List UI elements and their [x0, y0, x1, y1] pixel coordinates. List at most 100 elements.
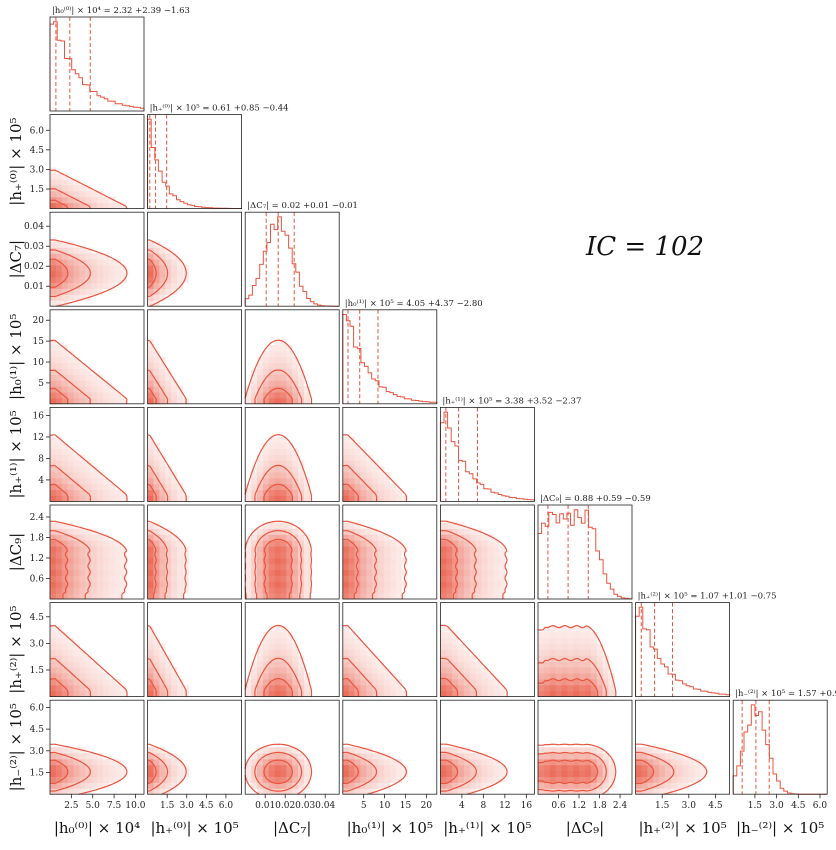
- density-cell: [55, 436, 63, 444]
- density-cell: [579, 753, 586, 760]
- density-cell: [446, 673, 453, 680]
- density-cell: [354, 637, 361, 645]
- contour-line: [147, 249, 169, 298]
- density-cell: [61, 466, 69, 473]
- density-cell: [50, 483, 57, 491]
- density-cell: [549, 684, 557, 692]
- density-cell: [274, 637, 281, 645]
- density-cell: [108, 540, 116, 547]
- density-cell: [579, 776, 586, 783]
- contour-line: [147, 258, 157, 288]
- density-cell: [153, 552, 160, 559]
- density-cell: [469, 575, 477, 582]
- density-cell: [50, 546, 57, 553]
- density-cell: [378, 495, 385, 502]
- density-cell: [493, 593, 500, 600]
- density-cell: [354, 540, 361, 547]
- density-cell: [487, 776, 494, 783]
- density-cell: [543, 678, 551, 686]
- density-cell: [292, 758, 299, 766]
- density-cell: [561, 643, 568, 650]
- density-cell: [102, 540, 110, 547]
- x-axis-label: |h₊⁽¹⁾| × 10⁵: [443, 819, 531, 837]
- density-cell: [561, 667, 568, 674]
- density-cell: [147, 643, 154, 650]
- density-cell: [73, 690, 80, 697]
- density-cell: [348, 442, 355, 449]
- x-tick-label: 12: [499, 801, 510, 811]
- density-cell: [251, 392, 258, 399]
- density-cell: [268, 477, 275, 485]
- density-cell: [274, 495, 281, 502]
- density-cell: [245, 587, 252, 594]
- density-cell: [383, 593, 391, 600]
- density-cell: [165, 270, 172, 278]
- density-cell: [108, 495, 116, 502]
- density-cell: [245, 483, 252, 491]
- density-cell: [268, 581, 275, 588]
- density-cell: [268, 575, 275, 582]
- density-cell: [55, 684, 63, 692]
- density-cell: [55, 655, 63, 662]
- density-cell: [493, 575, 500, 582]
- density-cell: [378, 593, 385, 600]
- density-cell: [165, 753, 172, 760]
- density-cell: [85, 392, 92, 399]
- density-cell: [153, 678, 160, 686]
- density-cell: [61, 259, 69, 266]
- density-cell: [280, 770, 287, 777]
- density-cell: [596, 661, 604, 668]
- density-cell: [590, 667, 598, 674]
- density-cell: [342, 758, 350, 766]
- density-cell: [469, 661, 477, 668]
- density-cell: [176, 546, 184, 553]
- density-cell: [602, 782, 609, 789]
- density-cell: [440, 770, 447, 777]
- density-cell: [153, 448, 160, 455]
- density-cell: [67, 655, 74, 662]
- contour-line: [50, 464, 91, 502]
- density-cell: [91, 575, 98, 582]
- density-cell: [256, 569, 264, 576]
- density-cell: [50, 270, 57, 278]
- density-cell: [256, 368, 264, 375]
- density-cell: [286, 522, 293, 529]
- density-cell: [171, 386, 178, 393]
- density-cell: [280, 460, 287, 467]
- contour-line: [342, 483, 359, 502]
- density-cell: [153, 528, 160, 535]
- density-cell: [165, 684, 172, 692]
- density-cell: [79, 788, 86, 795]
- density-cell: [303, 758, 311, 766]
- density-cell: [440, 758, 447, 766]
- y-axis-label: |h₊⁽²⁾| × 10⁵: [7, 605, 25, 693]
- density-cell: [298, 483, 305, 491]
- density-cell: [280, 753, 287, 760]
- density-cell: [97, 667, 104, 674]
- density-cell: [458, 770, 465, 777]
- density-cell: [292, 472, 299, 479]
- density-cell: [567, 684, 574, 692]
- density-cell: [268, 593, 275, 600]
- density-cell: [360, 661, 367, 668]
- density-cell: [567, 626, 574, 633]
- density-cell: [360, 678, 367, 686]
- density-cell: [481, 684, 488, 692]
- density-cell: [446, 563, 453, 571]
- density-cell: [91, 397, 98, 405]
- panel-frame: [49, 406, 145, 502]
- density-cell: [55, 392, 63, 399]
- density-cell: [50, 593, 57, 600]
- density-cell: [73, 788, 80, 795]
- density-cell: [372, 575, 379, 582]
- density-cell: [298, 753, 305, 760]
- density-cell: [481, 764, 488, 772]
- density-cell: [555, 776, 562, 783]
- density-cell: [286, 563, 293, 571]
- density-cell: [91, 758, 98, 766]
- density-cell: [251, 575, 258, 582]
- contour-line: [50, 199, 69, 209]
- density-cell: [171, 667, 178, 674]
- density-cell: [50, 265, 57, 272]
- density-cell: [286, 649, 293, 656]
